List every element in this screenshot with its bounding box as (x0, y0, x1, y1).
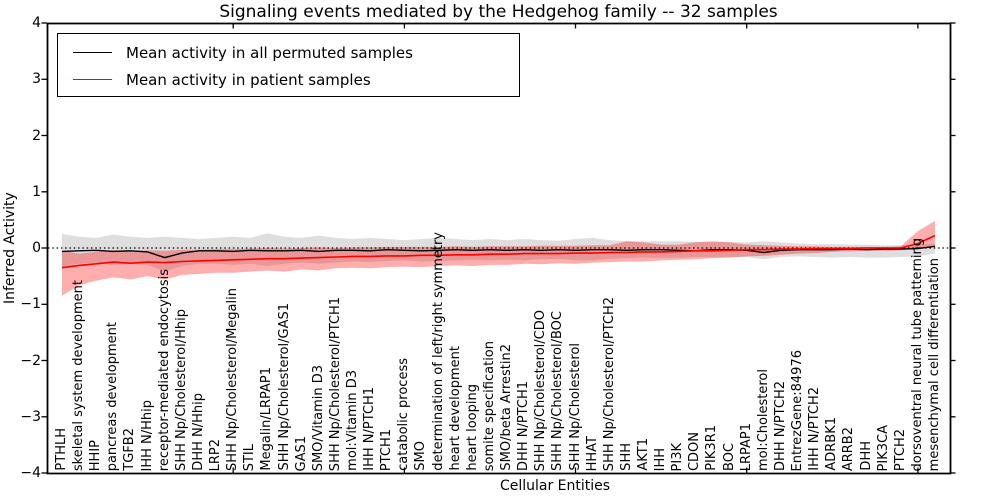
y-tick-label: −4 (20, 465, 41, 481)
x-tick-label: PTCH2 (892, 428, 908, 471)
x-tick-label: SMO (413, 441, 429, 471)
x-tick-label: receptor-mediated endocytosis (156, 268, 172, 471)
y-tick-label: 0 (32, 240, 41, 256)
x-tick-label: SHH Np/Cholesterol/CDO (533, 309, 549, 471)
x-tick-label: somite specification (481, 340, 497, 471)
x-tick-label: CDON (687, 431, 703, 471)
legend-label-permuted: Mean activity in all permuted samples (126, 43, 413, 62)
patient-mean-line (61, 234, 936, 269)
x-tick-label: ADRBK1 (824, 417, 840, 471)
x-tick-label: PIK3CA (875, 424, 891, 471)
y-tick-label: 2 (32, 127, 41, 144)
x-tick-label: PI3K (670, 442, 686, 471)
y-tick-label: 3 (32, 71, 41, 88)
x-tick-label: PIK3R1 (704, 425, 720, 471)
x-tick-label: SHH Np/Cholesterol/PTCH2 (601, 296, 617, 471)
x-tick-label: HHAT (584, 435, 600, 471)
x-tick-label: pancreas development (105, 321, 121, 471)
x-tick-label: TGFB2 (122, 428, 138, 471)
x-tick-label: PTCH1 (379, 428, 395, 471)
x-tick-label: AKT1 (636, 438, 651, 471)
legend-item-permuted: Mean activity in all permuted samples (58, 39, 519, 66)
x-tick-label: determination of left/right symmetry (430, 232, 446, 471)
x-axis-title: Cellular Entities (499, 478, 611, 494)
y-tick-label: −3 (20, 408, 41, 425)
y-tick-label: −2 (20, 352, 41, 369)
x-tick-label: ARRB2 (841, 426, 857, 471)
legend-label-patient: Mean activity in patient samples (126, 70, 371, 89)
x-tick-label: SHH Np/Cholesterol/Megalin (225, 288, 241, 471)
x-tick-label: DHH (858, 441, 874, 471)
patient-samples-band (62, 221, 935, 296)
x-tick-label: SHH Np/Cholesterol/BOC (550, 310, 566, 471)
permuted-samples-band (62, 233, 935, 272)
x-tick-label: STIL (242, 443, 258, 471)
permuted-mean-line (61, 245, 936, 259)
x-tick-label: SMO/Vitamin D3 (310, 364, 326, 471)
x-tick-label: DHH N/PTCH1 (516, 381, 532, 471)
x-tick-label: Megalin/LRPAP1 (259, 367, 275, 471)
legend-line-permuted-icon (73, 52, 112, 53)
x-tick-label: IHH (653, 447, 669, 471)
x-tick-label: IHH N/PTCH2 (807, 387, 823, 471)
x-tick-label: SMO/beta Arrestin2 (499, 344, 515, 471)
legend-item-patient: Mean activity in patient samples (58, 66, 519, 93)
x-tick-label: dorsoventral neural tube patterning (909, 237, 925, 471)
x-tick-label: BOC (721, 443, 737, 471)
x-tick-label: SHH Np/Cholesterol/Hhip (173, 309, 189, 471)
x-tick-label: SHH Np/Cholesterol/PTCH1 (327, 296, 343, 471)
x-tick-label: SHH (618, 443, 634, 471)
chart-title: Signaling events mediated by the Hedgeho… (219, 2, 778, 22)
x-tick-label: LRP2 (208, 438, 224, 471)
x-tick-label: mol:Cholesterol (755, 369, 771, 471)
x-tick-label: SHH Np/Cholesterol/GAS1 (276, 303, 292, 471)
x-tick-label: IHH N/PTCH1 (362, 387, 378, 471)
x-tick-label: mol:Vitamin D3 (345, 370, 360, 471)
x-tick-label: HHIP (88, 439, 104, 471)
x-tick-label: EntrezGene:84976 (790, 349, 806, 471)
legend: Mean activity in all permuted samples Me… (57, 33, 520, 97)
x-tick-label: DHH N/PTCH2 (772, 381, 788, 471)
x-tick-label: IHH N/Hhip (139, 399, 155, 472)
legend-line-patient-icon (73, 79, 112, 80)
x-tick-label: LRPAP1 (738, 422, 754, 471)
y-tick-label: 1 (32, 183, 41, 200)
x-tick-label: GAS1 (293, 435, 309, 472)
x-tick-label: mesenchymal cell differentiation (927, 257, 942, 471)
x-tick-label: PTHLH (54, 428, 69, 471)
x-tick-label: heart looping (464, 384, 480, 471)
x-tick-label: catabolic process (396, 358, 412, 471)
y-tick-label: 4 (32, 15, 41, 31)
y-tick-label: −1 (20, 296, 41, 313)
x-tick-label: SHH Np/Cholesterol (567, 343, 583, 471)
x-tick-label: heart development (447, 346, 463, 471)
x-tick-label: DHH N/Hhip (190, 393, 206, 471)
x-tick-label: skeletal system development (71, 279, 87, 471)
